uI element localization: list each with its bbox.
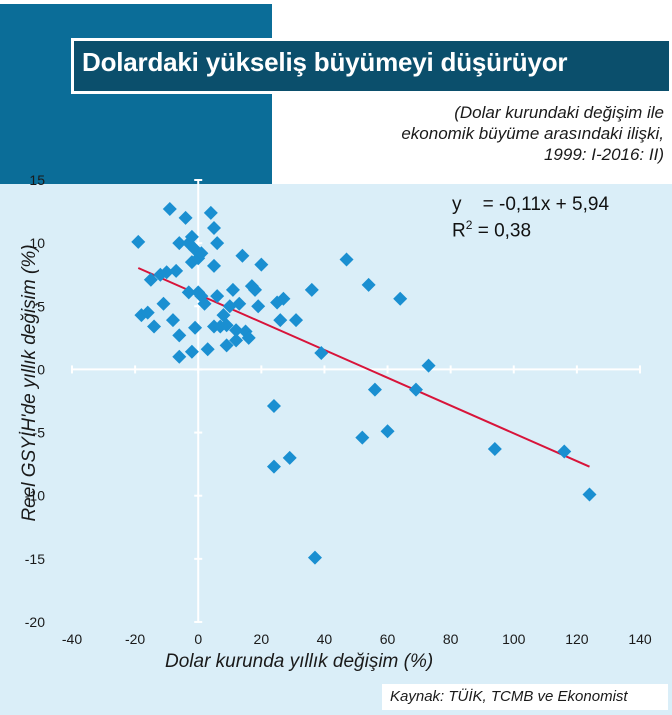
data-point [273, 313, 288, 328]
data-points-group [131, 202, 597, 565]
data-point [147, 319, 162, 334]
data-point [276, 291, 291, 306]
data-point [393, 291, 408, 306]
data-point [219, 318, 234, 333]
y-tick-label: 10 [29, 235, 45, 251]
y-tick-label: -10 [25, 488, 45, 504]
equation-text: y = -0,11x + 5,94 [452, 194, 610, 215]
data-point [557, 444, 572, 459]
data-point [165, 313, 180, 328]
y-tick-label: -20 [25, 614, 45, 630]
data-point [225, 282, 240, 297]
data-point [304, 282, 319, 297]
x-tick-label: 20 [254, 631, 270, 647]
data-point [266, 399, 281, 414]
r-squared: R2 = 0,38 [452, 218, 531, 242]
data-point [254, 257, 269, 272]
y-tick-label: -15 [25, 551, 45, 567]
trend-line [137, 267, 590, 468]
data-point [229, 323, 244, 338]
title-bar [71, 38, 672, 94]
data-point [172, 328, 187, 343]
data-point [582, 487, 597, 502]
x-tick-label: 60 [380, 631, 396, 647]
tick-labels-group: -40 -20 0 20 40 60 80 100 120 140 -20 -15 -10 -5 0 5 10 1… [25, 172, 652, 647]
r-squared-sup: 2 [465, 218, 473, 232]
r-squared-label: R [452, 220, 466, 242]
data-point [307, 550, 322, 565]
data-point [361, 277, 376, 292]
x-tick-label: 40 [317, 631, 333, 647]
data-point [380, 424, 395, 439]
data-point [207, 220, 221, 235]
data-point [232, 296, 247, 311]
data-point [188, 320, 203, 335]
data-point [178, 210, 193, 225]
data-point [207, 258, 221, 273]
x-axis-label: Dolar kurunda yıllık değişim (%) [165, 651, 434, 672]
data-point [203, 205, 218, 220]
data-point [282, 450, 297, 465]
x-tick-label: 80 [443, 631, 459, 647]
data-point [251, 299, 266, 314]
data-point [156, 296, 171, 311]
data-point [140, 305, 155, 320]
x-tick-label: 100 [502, 631, 526, 647]
y-tick-label: 15 [29, 172, 45, 188]
x-tick-label: 140 [628, 631, 652, 647]
x-tick-label: 0 [194, 631, 202, 647]
data-point [172, 236, 187, 251]
data-point [131, 234, 146, 249]
data-point [241, 330, 256, 345]
source-note: Kaynak: TÜİK, TCMB ve Ekonomist [382, 684, 668, 710]
axes-group [71, 179, 641, 623]
data-point [266, 459, 281, 474]
data-point [355, 430, 370, 445]
data-point [421, 358, 436, 373]
data-point [210, 236, 225, 251]
data-point [159, 265, 174, 280]
data-point [487, 441, 502, 456]
subtitle-panel [272, 4, 672, 184]
data-point [210, 289, 225, 304]
y-tick-label: -5 [33, 425, 46, 441]
r-squared-value: = 0,38 [472, 220, 532, 242]
data-point [339, 252, 354, 267]
regression-equation: y = -0,11x + 5,94 [452, 194, 609, 216]
y-tick-label: 0 [37, 361, 45, 377]
top-strip [0, 0, 672, 4]
data-point [184, 344, 199, 359]
data-point [248, 282, 263, 297]
data-point [172, 349, 187, 364]
x-tick-label: -40 [62, 631, 82, 647]
subtitle-line-2: ekonomik büyüme arasındaki ilişki, [401, 124, 664, 143]
data-point [408, 382, 423, 397]
subtitle-line-3: 1999: I-2016: II) [543, 145, 664, 164]
data-point [188, 242, 203, 257]
data-point [289, 313, 304, 328]
x-tick-label: -20 [125, 631, 145, 647]
data-point [184, 229, 199, 244]
data-point [169, 263, 184, 278]
data-point [235, 248, 250, 263]
data-point [229, 333, 244, 348]
data-point [219, 338, 234, 353]
subtitle-line-1: (Dolar kurundaki değişim ile [454, 103, 664, 122]
data-point [162, 202, 177, 217]
y-tick-label: 5 [37, 298, 45, 314]
x-tick-label: 120 [565, 631, 589, 647]
data-point [197, 296, 212, 311]
data-point [143, 272, 158, 287]
data-point [367, 382, 382, 397]
data-point [314, 346, 329, 361]
data-point [194, 246, 209, 261]
y-axis-label: Reel GSYİH'de yıllık değişim (%) [19, 244, 40, 522]
data-point [200, 342, 215, 357]
chart-title: Dolardaki yükseliş büyümeyi düşürüyor [82, 47, 568, 77]
corner-panel [0, 4, 272, 184]
data-point [181, 285, 196, 300]
